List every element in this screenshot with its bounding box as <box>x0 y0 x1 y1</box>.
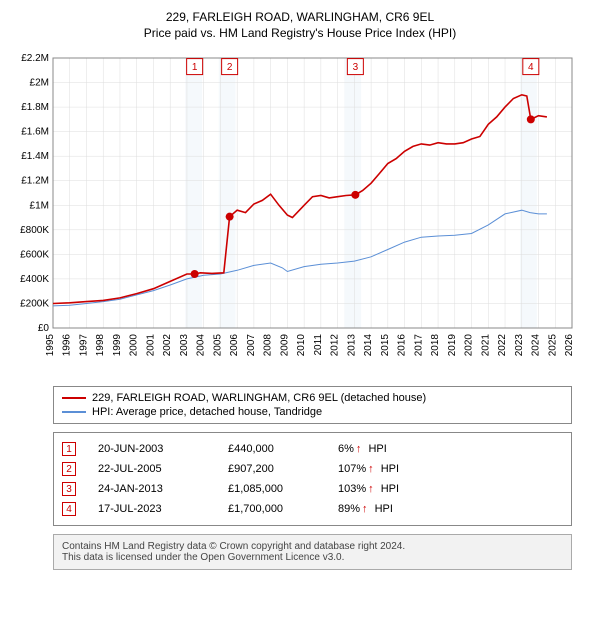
sales-price: £907,200 <box>228 463 338 475</box>
sales-table: 120-JUN-2003£440,0006%↑ HPI222-JUL-2005£… <box>53 432 572 526</box>
x-tick-label: 2019 <box>447 334 458 357</box>
sales-pct: 107%↑ HPI <box>338 463 428 475</box>
y-tick-label: £2M <box>30 78 49 89</box>
up-arrow-icon: ↑ <box>362 503 368 515</box>
x-tick-label: 2012 <box>330 334 341 357</box>
series-hpi <box>53 210 547 306</box>
sales-marker: 4 <box>62 502 76 516</box>
chart-band <box>219 58 236 328</box>
x-tick-label: 2022 <box>497 334 508 357</box>
y-tick-label: £200K <box>20 298 49 309</box>
x-tick-label: 2020 <box>464 334 475 357</box>
sales-price: £1,700,000 <box>228 503 338 515</box>
x-tick-label: 2006 <box>229 334 240 357</box>
x-tick-label: 2008 <box>263 334 274 357</box>
sale-point <box>527 115 535 123</box>
x-tick-label: 2000 <box>129 334 140 357</box>
sales-marker: 2 <box>62 462 76 476</box>
y-tick-label: £1.6M <box>21 127 49 138</box>
chart-band <box>520 58 537 328</box>
x-tick-label: 2005 <box>212 334 223 357</box>
page-subtitle: Price paid vs. HM Land Registry's House … <box>8 26 592 40</box>
x-tick-label: 1998 <box>95 334 106 357</box>
x-tick-label: 2003 <box>179 334 190 357</box>
x-tick-label: 1999 <box>112 334 123 357</box>
series-property <box>53 95 547 304</box>
sales-date: 24-JAN-2013 <box>98 483 228 495</box>
footer-attribution: Contains HM Land Registry data © Crown c… <box>53 534 572 570</box>
y-tick-label: £400K <box>20 274 49 285</box>
legend-label: 229, FARLEIGH ROAD, WARLINGHAM, CR6 9EL … <box>92 392 426 404</box>
legend-row: HPI: Average price, detached house, Tand… <box>62 405 563 419</box>
y-tick-label: £0 <box>38 323 50 334</box>
sale-marker-label: 4 <box>528 62 534 73</box>
sale-marker-label: 2 <box>227 62 233 73</box>
x-tick-label: 1995 <box>45 334 56 357</box>
sales-price: £1,085,000 <box>228 483 338 495</box>
sale-point <box>351 191 359 199</box>
x-tick-label: 2015 <box>380 334 391 357</box>
x-tick-label: 2026 <box>564 334 575 357</box>
x-tick-label: 2014 <box>363 334 374 357</box>
x-tick-label: 1997 <box>78 334 89 357</box>
x-tick-label: 2004 <box>196 334 207 357</box>
legend-swatch <box>62 397 86 399</box>
up-arrow-icon: ↑ <box>356 443 362 455</box>
sale-marker-label: 1 <box>192 62 198 73</box>
sale-marker-label: 3 <box>353 62 359 73</box>
sales-pct: 6%↑ HPI <box>338 443 428 455</box>
x-tick-label: 1996 <box>62 334 73 357</box>
sale-point <box>191 270 199 278</box>
y-tick-label: £1.4M <box>21 151 49 162</box>
sales-price: £440,000 <box>228 443 338 455</box>
x-tick-label: 2010 <box>296 334 307 357</box>
legend-label: HPI: Average price, detached house, Tand… <box>92 406 322 418</box>
y-tick-label: £800K <box>20 225 49 236</box>
footer-line1: Contains HM Land Registry data © Crown c… <box>62 541 563 552</box>
sales-row: 2 22-JUL-2005£907,200107%↑ HPI <box>62 459 563 479</box>
x-tick-label: 2007 <box>246 334 257 357</box>
sales-date: 17-JUL-2023 <box>98 503 228 515</box>
sales-row: 1 20-JUN-2003£440,0006%↑ HPI <box>62 439 563 459</box>
x-tick-label: 2011 <box>313 334 324 356</box>
x-tick-label: 2017 <box>413 334 424 357</box>
legend: 229, FARLEIGH ROAD, WARLINGHAM, CR6 9EL … <box>53 386 572 424</box>
up-arrow-icon: ↑ <box>368 483 374 495</box>
sales-row: 4 17-JUL-2023£1,700,00089%↑ HPI <box>62 499 563 519</box>
x-tick-label: 2009 <box>279 334 290 357</box>
y-tick-label: £600K <box>20 249 49 260</box>
x-tick-label: 2018 <box>430 334 441 357</box>
up-arrow-icon: ↑ <box>368 463 374 475</box>
x-tick-label: 2002 <box>162 334 173 357</box>
legend-swatch <box>62 411 86 413</box>
sales-row: 3 24-JAN-2013£1,085,000103%↑ HPI <box>62 479 563 499</box>
page-title: 229, FARLEIGH ROAD, WARLINGHAM, CR6 9EL <box>8 10 592 24</box>
x-tick-label: 2021 <box>480 334 491 357</box>
sales-date: 22-JUL-2005 <box>98 463 228 475</box>
x-tick-label: 2013 <box>346 334 357 357</box>
sale-point <box>226 213 234 221</box>
y-tick-label: £2.2M <box>21 53 49 64</box>
sales-pct: 89%↑ HPI <box>338 503 428 515</box>
legend-row: 229, FARLEIGH ROAD, WARLINGHAM, CR6 9EL … <box>62 391 563 405</box>
y-tick-label: £1.8M <box>21 102 49 113</box>
y-tick-label: £1.2M <box>21 176 49 187</box>
chart-band <box>185 58 202 328</box>
sales-pct: 103%↑ HPI <box>338 483 428 495</box>
y-tick-label: £1M <box>30 200 49 211</box>
x-tick-label: 2001 <box>145 334 156 357</box>
x-tick-label: 2024 <box>531 334 542 357</box>
sales-marker: 1 <box>62 442 76 456</box>
x-tick-label: 2025 <box>547 334 558 357</box>
sales-marker: 3 <box>62 482 76 496</box>
x-tick-label: 2023 <box>514 334 525 357</box>
footer-line2: This data is licensed under the Open Gov… <box>62 552 563 563</box>
chart-svg: £0 £200K £400K £600K £800K £1M £1.2M £1.4M £1.6M… <box>8 48 592 378</box>
x-tick-label: 2016 <box>397 334 408 357</box>
price-chart: £0 £200K £400K £600K £800K £1M £1.2M £1.4M £1.6M… <box>8 48 592 378</box>
sales-date: 20-JUN-2003 <box>98 443 228 455</box>
